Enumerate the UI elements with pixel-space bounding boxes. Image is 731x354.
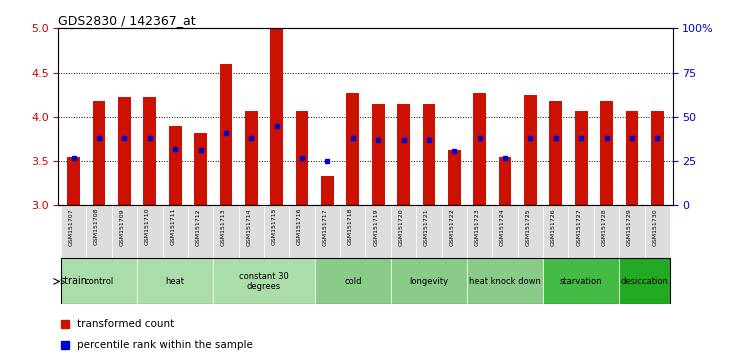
Text: GSM151729: GSM151729: [627, 208, 632, 246]
Bar: [137, 205, 162, 258]
Text: GSM151709: GSM151709: [119, 208, 124, 246]
Text: strain: strain: [59, 276, 87, 286]
Bar: [213, 205, 238, 258]
Bar: [493, 205, 518, 258]
Bar: [213, 258, 315, 304]
Text: GSM151723: GSM151723: [474, 208, 480, 246]
Bar: [346, 93, 359, 205]
Text: GSM151725: GSM151725: [526, 208, 531, 246]
Text: percentile rank within the sample: percentile rank within the sample: [77, 340, 253, 350]
Bar: [296, 110, 308, 205]
Text: constant 30
degrees: constant 30 degrees: [239, 272, 289, 291]
Bar: [143, 97, 156, 205]
Bar: [423, 104, 435, 205]
Text: desiccation: desiccation: [621, 277, 669, 286]
Bar: [645, 205, 670, 258]
Bar: [474, 93, 486, 205]
Text: GSM151724: GSM151724: [500, 208, 505, 246]
Text: heat knock down: heat knock down: [469, 277, 541, 286]
Bar: [543, 205, 569, 258]
Bar: [238, 205, 264, 258]
Bar: [315, 258, 391, 304]
Bar: [289, 205, 315, 258]
Bar: [245, 110, 257, 205]
Bar: [524, 95, 537, 205]
Text: GSM151711: GSM151711: [170, 208, 175, 245]
Bar: [397, 104, 410, 205]
Bar: [93, 101, 105, 205]
Bar: [543, 258, 619, 304]
Bar: [264, 205, 289, 258]
Bar: [391, 258, 467, 304]
Bar: [315, 205, 340, 258]
Bar: [270, 28, 283, 205]
Text: GSM151707: GSM151707: [69, 208, 74, 246]
Bar: [651, 110, 664, 205]
Text: GSM151726: GSM151726: [550, 208, 556, 246]
Text: GSM151722: GSM151722: [450, 208, 454, 246]
Bar: [600, 101, 613, 205]
Text: GSM151720: GSM151720: [398, 208, 404, 246]
Bar: [67, 157, 80, 205]
Bar: [112, 205, 137, 258]
Bar: [467, 258, 543, 304]
Bar: [188, 205, 213, 258]
Bar: [340, 205, 366, 258]
Text: GSM151727: GSM151727: [576, 208, 581, 246]
Text: cold: cold: [344, 277, 362, 286]
Bar: [619, 258, 670, 304]
Text: GSM151716: GSM151716: [297, 208, 302, 245]
Bar: [499, 157, 512, 205]
Text: GSM151730: GSM151730: [652, 208, 657, 246]
Text: GSM151713: GSM151713: [221, 208, 226, 246]
Bar: [442, 205, 467, 258]
Bar: [61, 258, 137, 304]
Bar: [619, 205, 645, 258]
Text: GSM151714: GSM151714: [246, 208, 251, 246]
Bar: [61, 205, 86, 258]
Bar: [550, 101, 562, 205]
Text: transformed count: transformed count: [77, 319, 174, 329]
Text: GSM151708: GSM151708: [94, 208, 99, 245]
Bar: [594, 205, 619, 258]
Bar: [162, 205, 188, 258]
Bar: [467, 205, 493, 258]
Bar: [86, 205, 112, 258]
Text: GSM151728: GSM151728: [602, 208, 607, 246]
Text: longevity: longevity: [409, 277, 449, 286]
Bar: [448, 150, 461, 205]
Text: GDS2830 / 142367_at: GDS2830 / 142367_at: [58, 14, 196, 27]
Text: GSM151717: GSM151717: [322, 208, 327, 246]
Bar: [169, 126, 181, 205]
Text: starvation: starvation: [560, 277, 602, 286]
Bar: [194, 133, 207, 205]
Text: GSM151715: GSM151715: [272, 208, 277, 245]
Text: GSM151718: GSM151718: [348, 208, 353, 245]
Text: heat: heat: [166, 277, 185, 286]
Bar: [118, 97, 131, 205]
Bar: [569, 205, 594, 258]
Bar: [391, 205, 416, 258]
Text: GSM151712: GSM151712: [196, 208, 200, 246]
Bar: [372, 104, 385, 205]
Text: control: control: [85, 277, 114, 286]
Bar: [321, 176, 334, 205]
Bar: [416, 205, 442, 258]
Text: GSM151719: GSM151719: [374, 208, 378, 246]
Bar: [575, 110, 588, 205]
Bar: [366, 205, 391, 258]
Bar: [518, 205, 543, 258]
Bar: [137, 258, 213, 304]
Text: GSM151710: GSM151710: [145, 208, 150, 245]
Text: GSM151721: GSM151721: [424, 208, 429, 246]
Bar: [626, 110, 638, 205]
Bar: [219, 64, 232, 205]
